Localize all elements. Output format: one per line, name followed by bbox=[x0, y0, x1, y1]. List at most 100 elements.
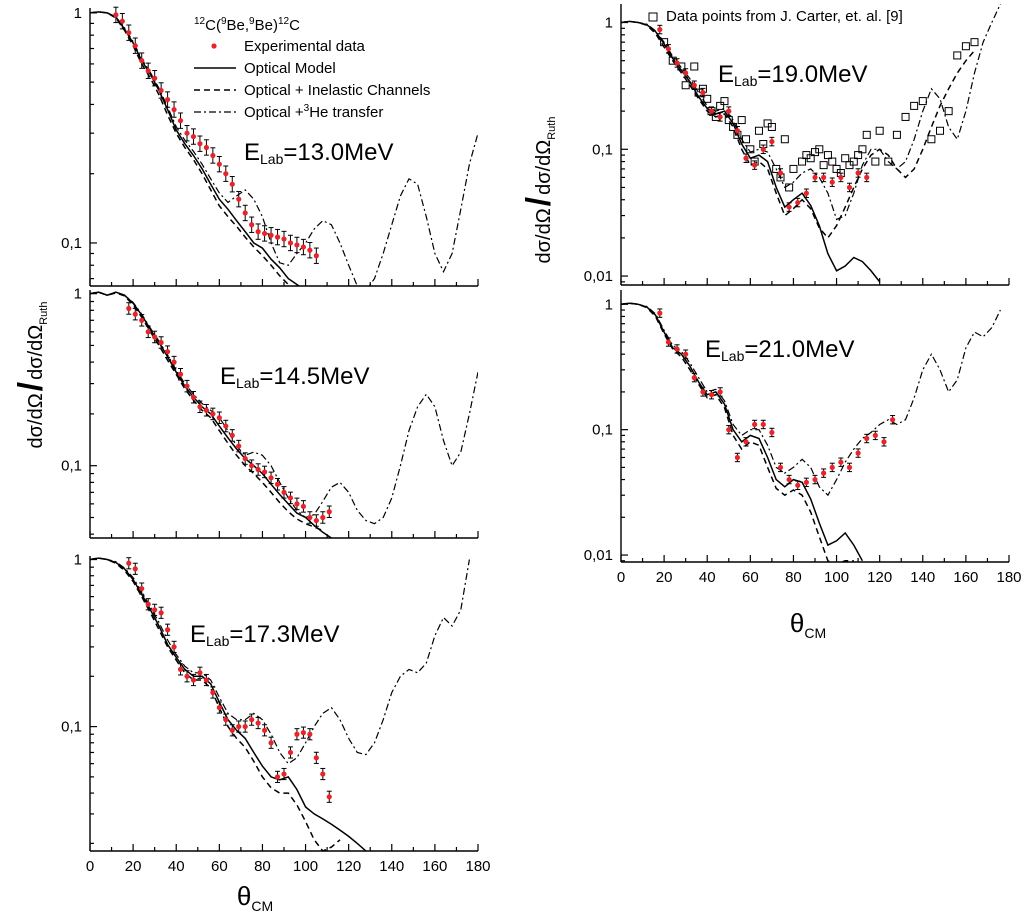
exp-point bbox=[249, 717, 255, 723]
x-tick-label: 0 bbox=[617, 569, 625, 586]
exp-point bbox=[829, 464, 835, 471]
exp-point bbox=[171, 359, 177, 365]
legend-carter: Data points from J. Carter, et. al. [9] bbox=[648, 8, 903, 25]
exp-point bbox=[795, 482, 801, 488]
exp-point bbox=[708, 392, 715, 398]
exp-point bbox=[197, 404, 203, 410]
legend-label-solid: Optical Model bbox=[244, 60, 336, 77]
exp-point bbox=[216, 161, 222, 167]
exp-point bbox=[313, 253, 319, 259]
exp-point bbox=[743, 439, 749, 445]
panel-14-5-mev: 1 0,1 ELab=14.5MeV bbox=[61, 286, 479, 539]
exp-point bbox=[126, 305, 132, 312]
carter-point bbox=[875, 126, 884, 135]
exp-point bbox=[294, 242, 300, 248]
x-tick-label: 40 bbox=[168, 858, 185, 875]
exp-point bbox=[236, 723, 242, 730]
exp-point bbox=[229, 727, 235, 733]
exp-point bbox=[287, 495, 294, 501]
carter-point bbox=[746, 145, 755, 154]
exp-point bbox=[777, 170, 784, 176]
legend-carter-label: Data points from J. Carter, et. al. [9] bbox=[666, 8, 903, 25]
carter-point bbox=[862, 130, 871, 139]
legend-label-exp: Experimental data bbox=[244, 38, 366, 55]
exp-point bbox=[152, 334, 158, 340]
exp-point bbox=[326, 509, 332, 515]
exp-point bbox=[197, 670, 203, 676]
exp-point bbox=[268, 740, 274, 746]
exp-point bbox=[184, 673, 190, 679]
exp-point bbox=[307, 247, 313, 253]
energy-label: ELab=14.5MeV bbox=[220, 363, 369, 391]
exp-point bbox=[313, 755, 319, 761]
y-tick-label: 0,1 bbox=[61, 235, 82, 252]
y-tick-label: 0,01 bbox=[584, 268, 613, 285]
exp-point bbox=[726, 108, 732, 114]
exp-point bbox=[307, 514, 313, 521]
x-tick-label: 160 bbox=[422, 858, 447, 875]
exp-point bbox=[223, 423, 229, 429]
carter-point bbox=[918, 97, 927, 106]
carter-point bbox=[785, 183, 794, 192]
y-tick-label: 0,1 bbox=[592, 141, 613, 158]
y-tick-label: 0,1 bbox=[61, 719, 82, 736]
carter-point bbox=[754, 126, 763, 135]
x-tick-label: 0 bbox=[86, 858, 94, 875]
exp-point bbox=[300, 244, 306, 250]
carter-point bbox=[961, 42, 970, 51]
exp-point bbox=[210, 689, 216, 696]
exp-point bbox=[313, 517, 319, 524]
exp-point bbox=[674, 60, 680, 66]
exp-point bbox=[197, 141, 203, 147]
x-tick-label: 20 bbox=[125, 858, 142, 875]
carter-point bbox=[720, 97, 729, 106]
exp-point bbox=[320, 514, 326, 521]
exp-point bbox=[743, 155, 749, 161]
x-axis-label-right: θCM bbox=[790, 608, 826, 641]
exp-point bbox=[152, 75, 158, 81]
exp-point bbox=[864, 435, 870, 442]
exp-point bbox=[812, 174, 818, 181]
exp-point bbox=[326, 794, 332, 800]
carter-point bbox=[677, 62, 686, 71]
legend-marker-exp bbox=[211, 43, 217, 49]
carter-point bbox=[944, 107, 953, 116]
exp-point bbox=[210, 152, 216, 159]
exp-point bbox=[152, 607, 158, 613]
exp-point bbox=[132, 43, 138, 49]
exp-point bbox=[700, 389, 706, 395]
exp-point bbox=[760, 146, 766, 152]
series-dashed bbox=[621, 302, 854, 562]
panel-17-3-mev: 1 0,1 0 20 40 60 80 100 120 140 160 180 ELab=17.3MeV bbox=[61, 552, 490, 875]
exp-point bbox=[203, 677, 209, 683]
exp-point bbox=[139, 585, 145, 592]
exp-point bbox=[881, 439, 887, 445]
exp-point bbox=[300, 730, 306, 736]
exp-point bbox=[281, 489, 287, 495]
carter-point bbox=[660, 38, 669, 47]
carter-point bbox=[815, 145, 824, 154]
exp-point bbox=[171, 644, 177, 650]
exp-point bbox=[281, 236, 287, 242]
x-tick-label: 100 bbox=[293, 858, 318, 875]
exp-point bbox=[287, 240, 294, 246]
exp-point bbox=[786, 204, 792, 210]
exp-point bbox=[769, 429, 775, 436]
exp-point bbox=[223, 717, 229, 723]
panel-19-0-mev: 1 0,1 0,01 ELab=19.0MeV bbox=[584, 4, 1010, 286]
exp-point bbox=[760, 421, 766, 428]
carter-point bbox=[884, 157, 893, 166]
legend-label-dashdot: Optical +3He transfer bbox=[244, 103, 383, 121]
y-tick-label: 0,1 bbox=[61, 458, 82, 475]
exp-point bbox=[307, 731, 313, 737]
x-tick-label: 60 bbox=[211, 858, 228, 875]
exp-point bbox=[145, 329, 151, 335]
carter-point bbox=[927, 135, 936, 144]
exp-point bbox=[864, 174, 870, 181]
exp-point bbox=[700, 90, 706, 96]
exp-point bbox=[829, 179, 835, 185]
exp-point bbox=[145, 68, 151, 74]
carter-point bbox=[737, 116, 746, 125]
exp-point bbox=[132, 311, 138, 317]
exp-point bbox=[242, 210, 248, 216]
